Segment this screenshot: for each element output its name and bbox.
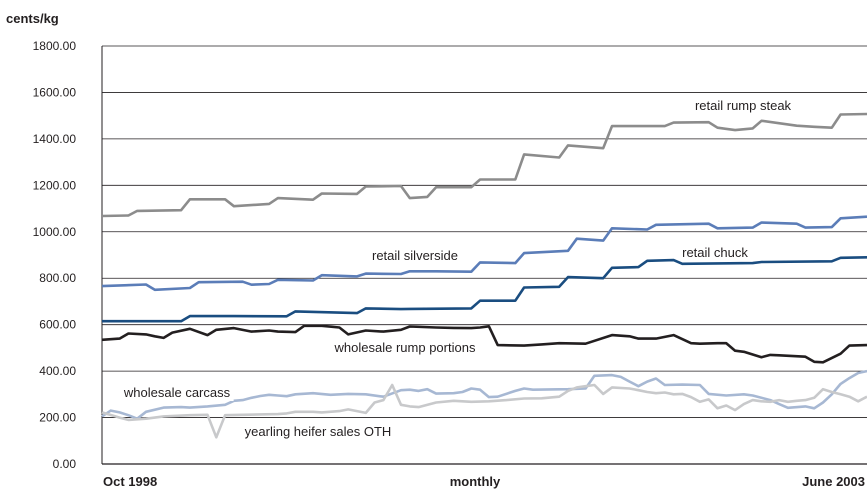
series-line-retail-silverside — [101, 215, 867, 292]
series-line-retail-chuck — [102, 256, 867, 323]
series-line-wholesale-carcass — [101, 369, 867, 421]
y-tick-label: 1200.00 — [33, 178, 77, 192]
y-unit-label: cents/kg — [6, 11, 59, 26]
series-label: retail rump steak — [695, 98, 792, 113]
series-labels: retail rump steak retail silverside retail… — [119, 97, 795, 440]
series-line-retail-rump-steak — [101, 112, 867, 218]
series-label-background — [369, 247, 461, 264]
y-tick-label: 600.00 — [39, 318, 76, 332]
y-tick-label: 1600.00 — [33, 85, 77, 99]
y-tick-label: 800.00 — [39, 271, 76, 285]
y-tick-label: 400.00 — [39, 364, 76, 378]
series-label-background — [691, 97, 795, 114]
series-line-wholesale-rump-portions — [101, 324, 867, 364]
series-label-background — [330, 339, 479, 356]
y-tick-label: 1400.00 — [33, 132, 77, 146]
series-label: yearling heifer sales OTH — [245, 424, 392, 439]
series-lines — [101, 112, 867, 439]
series-label-background — [241, 423, 395, 440]
x-label-start: Oct 1998 — [103, 474, 157, 489]
y-tick-labels: 0.00 200.00 400.00 600.00 800.00 1000.00 1200.… — [33, 39, 77, 471]
x-label-end: June 2003 — [802, 474, 865, 489]
series-label: wholesale rump portions — [334, 340, 476, 355]
y-tick-label: 1000.00 — [33, 225, 77, 239]
series-line-yearling-heifer-sales-oth — [101, 383, 867, 439]
y-tick-label: 0.00 — [53, 457, 77, 471]
y-tick-label: 200.00 — [39, 411, 76, 425]
gridlines — [101, 45, 867, 465]
series-label: retail silverside — [372, 248, 458, 263]
y-tick-label: 1800.00 — [33, 39, 77, 53]
x-label-middle: monthly — [450, 474, 501, 489]
series-label-background — [119, 384, 234, 401]
series-label-background — [679, 244, 752, 261]
series-label: retail chuck — [682, 245, 748, 260]
series-label: wholesale carcass — [123, 385, 231, 400]
